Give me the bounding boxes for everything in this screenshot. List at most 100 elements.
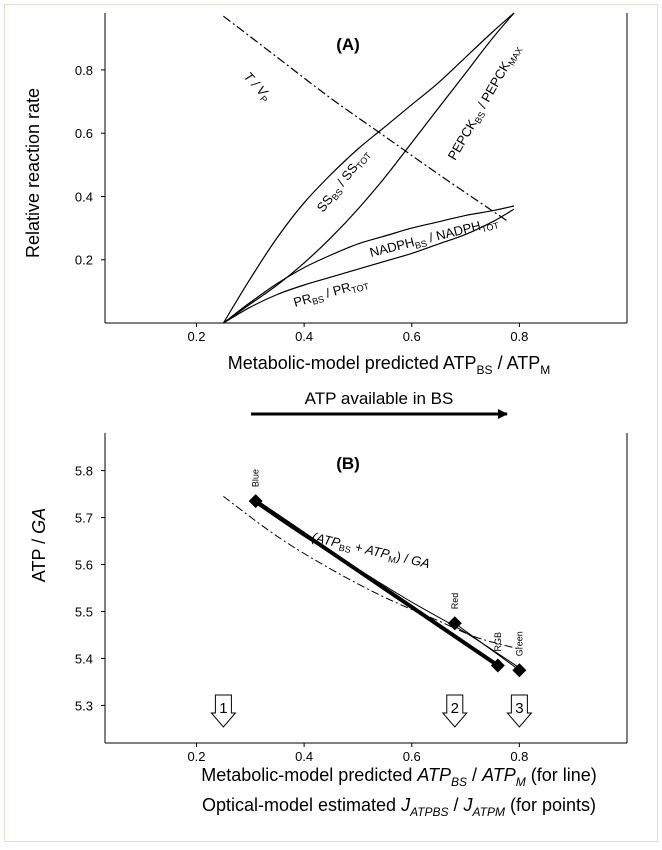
b-x-tick-label: 0.6 [403,749,421,764]
point-label-blue: Blue [251,469,261,487]
point-green [512,663,527,678]
label-pr-main2: / PR [321,279,353,301]
panel-b-x-label-line1: Metabolic-model predicted ATPBS / ATPM (… [201,765,597,789]
panel-a-y-label: Relative reaction rate [23,88,43,258]
y-label-b-ital: GA [29,508,49,534]
xlb1-b: ATP [481,765,516,785]
x-label-a-sub2: M [540,363,550,377]
down-arrow-marker-1 [211,695,235,727]
panel-a-label: (A) [336,35,360,54]
pr-curve [223,209,514,323]
label-atp-sum-s1: BS [338,543,352,555]
atp-sum-dashed-curve [223,496,519,649]
a-y-tick-label: 0.8 [75,63,93,78]
xlb1-pre: Metabolic-model predicted [201,765,417,785]
marker-label-1: 1 [219,700,227,717]
panel-b-points: Blue Red RGB Green [248,469,527,678]
figure-svg: 0.2 0.4 0.6 0.8 0.2 0.4 0.6 0.8 (A) Relative re… [23,5,659,819]
xlb1-bs: M [516,775,526,789]
label-ss-sub2: TOT [354,150,373,171]
point-red [447,616,462,631]
b-y-tick-label: 5.8 [75,464,93,479]
label-pr: PRBS / PRTOT [292,274,371,312]
label-pepck-sub2: MAX [506,45,524,67]
a-y-tick-label: 0.6 [75,126,93,141]
label-pepck: PEPCKBS / PEPCKMAX [445,42,525,164]
point-blue [248,494,263,509]
xlb2-post: (for points) [505,795,596,815]
a-x-tick-label: 0.2 [187,329,205,344]
b-y-tick-label: 5.5 [75,604,93,619]
fit-thick-line [256,501,498,665]
panel-b-curves [223,496,519,670]
label-pepck-main2: / PEPCK [473,59,514,114]
xlb2-mid: / [449,795,464,815]
panel-b-ticks: 0.2 0.4 0.6 0.8 5.3 5.4 5.5 5.6 5.7 5.8 [75,464,528,764]
atp-available-label: ATP available in BS [305,389,454,408]
b-y-tick-label: 5.7 [75,511,93,526]
xlb2-bs: ATPM [472,805,505,819]
panel-a-ticks: 0.2 0.4 0.6 0.8 0.2 0.4 0.6 0.8 [75,63,528,344]
atp-available-arrow: ATP available in BS [251,389,508,419]
label-nadph-sub: BS [414,238,428,251]
b-y-tick-label: 5.6 [75,558,93,573]
panel-b-markers: 1 2 3 [211,695,531,727]
marker-label-2: 2 [451,700,459,717]
y-label-b-main: ATP / [29,534,49,582]
ss-curve [223,13,514,323]
a-y-tick-label: 0.2 [75,253,93,268]
point-label-red: Red [450,593,460,610]
b-x-tick-label: 0.8 [510,749,528,764]
label-atp-sum-pre: (ATP [310,529,342,550]
xlb2-pre: Optical-model estimated [202,795,401,815]
a-x-tick-label: 0.6 [403,329,421,344]
b-x-tick-label: 0.4 [295,749,313,764]
panel-a-curves [223,13,514,323]
x-label-a-sub1: BS [477,363,493,377]
xlb2-a: J [400,795,411,815]
label-atp-sum-mid: + ATP [350,538,391,561]
down-arrow-marker-2 [443,695,467,727]
label-nadph: NADPHBS / NADPHTOT [368,213,500,261]
label-atp-sum-s2: M [387,554,397,565]
point-label-green: Green [514,631,524,656]
label-t-vp: T / VP [239,69,274,105]
panel-b: 0.2 0.4 0.6 0.8 5.3 5.4 5.5 5.6 5.7 5.8 Blue Red RG… [29,433,627,819]
point-label-rgb: RGB [493,632,503,652]
label-pr-sub2: TOT [350,281,370,296]
panel-b-label: (B) [336,454,360,473]
point-rgb [490,658,505,673]
xlb1-as: BS [451,775,467,789]
a-x-tick-label: 0.8 [510,329,528,344]
xlb1-post: (for line) [526,765,597,785]
label-pepck-main: PEPCK [445,117,480,163]
b-y-tick-label: 5.4 [75,651,93,666]
label-pr-sub: BS [311,294,325,307]
label-nadph-sub2: TOT [480,220,500,234]
panel-b-y-label: ATP / GA [29,508,49,582]
panel-b-x-label-line2: Optical-model estimated JATPBS / JATPM (… [202,795,596,819]
label-ss: SSBS / SSTOT [314,146,374,216]
label-pr-main: PR [292,290,313,309]
nadph-curve [223,206,514,323]
xlb2-as: ATPBS [409,805,448,819]
xlb2-b: J [463,795,474,815]
label-t-vp-sub: P [258,94,269,105]
label-nadph-main2: / NADPH [424,218,482,246]
b-y-tick-label: 5.3 [75,698,93,713]
label-atp-sum-post: ) / [395,549,413,567]
pepck-curve [223,13,514,323]
figure-panel: 0.2 0.4 0.6 0.8 0.2 0.4 0.6 0.8 (A) Relative re… [4,4,658,842]
marker-label-3: 3 [515,700,523,717]
red-green-line [455,623,520,670]
xlb1-mid: / [467,765,482,785]
a-y-tick-label: 0.4 [75,189,93,204]
down-arrow-marker-3 [507,695,531,727]
xlb1-a: ATP [416,765,451,785]
t-vp-curve [223,16,508,222]
x-label-a-mid: / ATP [493,353,541,373]
b-x-tick-label: 0.2 [187,749,205,764]
panel-a: 0.2 0.4 0.6 0.8 0.2 0.4 0.6 0.8 (A) Relative re… [23,13,627,377]
panel-a-x-label: Metabolic-model predicted ATPBS / ATPM [228,353,551,377]
label-atp-sum-ital: GA [410,552,432,571]
